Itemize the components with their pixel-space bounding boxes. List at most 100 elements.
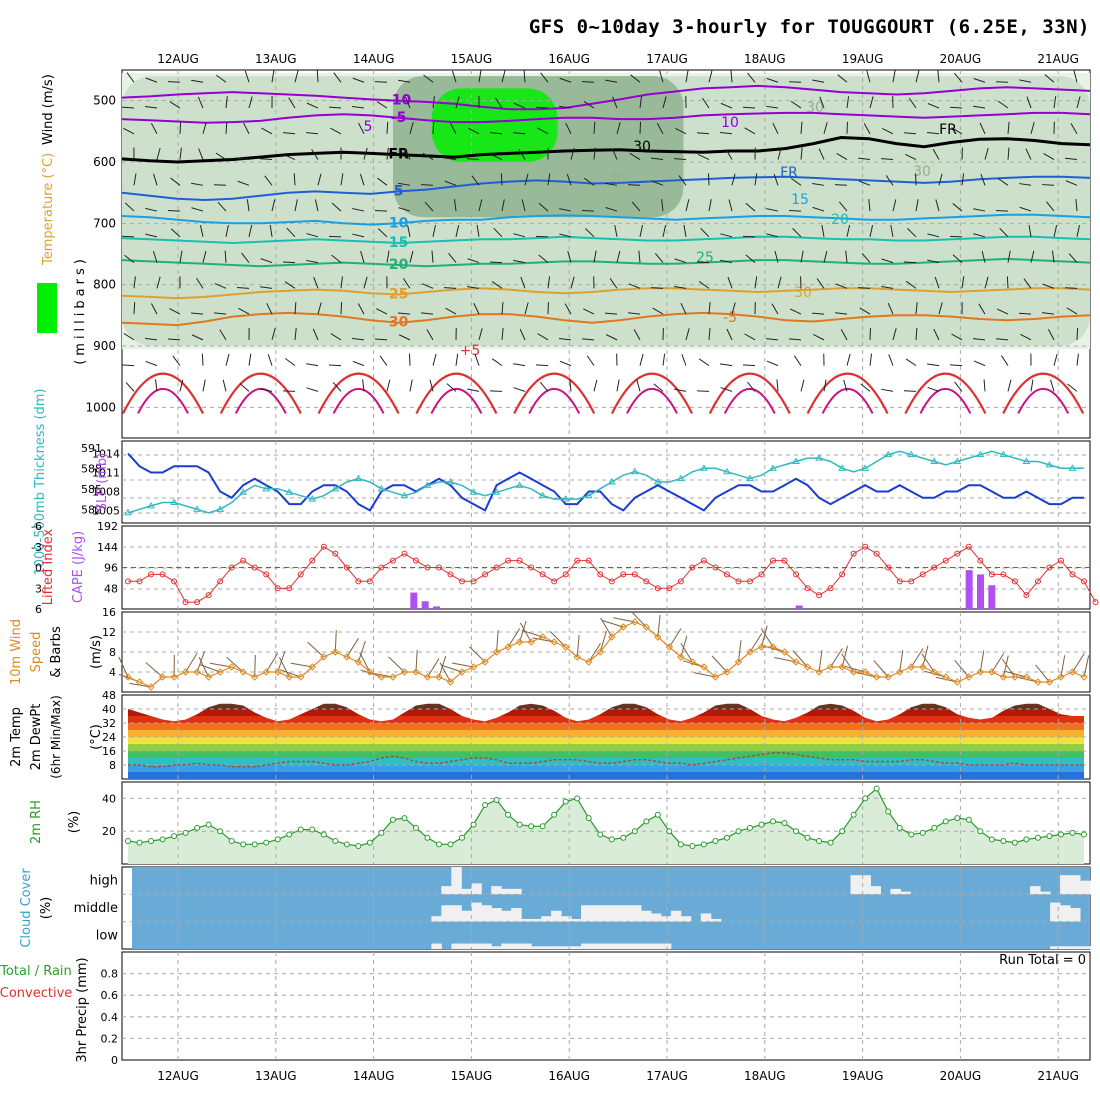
wind-barb bbox=[466, 158, 480, 161]
wind-barb bbox=[559, 360, 572, 367]
wind-barb bbox=[984, 147, 989, 160]
wind10m-barb bbox=[209, 662, 232, 668]
wind10m-point bbox=[124, 673, 132, 681]
wind-barb bbox=[312, 328, 319, 341]
thickness-marker bbox=[653, 478, 662, 485]
wind10m-point bbox=[331, 648, 340, 656]
cloud-low-cell bbox=[501, 943, 512, 949]
wind10m-barb bbox=[129, 682, 152, 688]
cloud-low-cell bbox=[1070, 946, 1081, 949]
wind-barb bbox=[214, 283, 227, 289]
isotherm-label-extra: 30 bbox=[608, 170, 626, 186]
wind-barb bbox=[311, 149, 319, 160]
cloud-high-cell bbox=[850, 875, 861, 895]
wind-barb bbox=[927, 386, 940, 392]
wind-barb bbox=[1020, 333, 1032, 341]
lifted-index-point bbox=[908, 578, 915, 585]
wind-barb bbox=[236, 287, 250, 289]
wind-barb bbox=[559, 233, 572, 238]
cape-bar bbox=[977, 574, 984, 609]
rh2m-point bbox=[378, 829, 385, 836]
wind-barb bbox=[547, 276, 551, 289]
wind-barb bbox=[1050, 379, 1055, 392]
rh2m-point bbox=[297, 826, 304, 833]
wind10m-barb bbox=[737, 640, 742, 663]
upper-legend: RH (%) Temperature (°C) Wind (m/s) bbox=[37, 74, 57, 333]
wind-barb bbox=[294, 327, 297, 340]
cloud-unit-label: (%) bbox=[39, 897, 54, 920]
wind-barb bbox=[800, 147, 803, 160]
wind-barb bbox=[363, 147, 368, 160]
cloud-middle-cell bbox=[620, 905, 632, 922]
wind10m-barb bbox=[841, 653, 855, 673]
wind-tick-8: 8 bbox=[109, 646, 116, 659]
isotherm-40-lobe bbox=[626, 387, 678, 414]
rh2m-point bbox=[1023, 836, 1030, 843]
wind-barb bbox=[1030, 122, 1035, 134]
wind-barb bbox=[892, 199, 897, 212]
wind-barb bbox=[651, 180, 664, 186]
lifted-index-point bbox=[551, 578, 558, 585]
rh2m-point bbox=[562, 798, 569, 805]
wind10m-barb bbox=[549, 630, 567, 648]
isotherm-40-lobe bbox=[919, 387, 972, 414]
wind10m-point bbox=[769, 643, 777, 651]
rh2m-point bbox=[816, 838, 823, 845]
wind-barb bbox=[609, 278, 618, 289]
wind-barb bbox=[766, 77, 779, 83]
wind-barb bbox=[720, 132, 733, 135]
rh2m-point bbox=[804, 834, 811, 841]
wind-barb bbox=[860, 383, 871, 392]
slp-left-tick-582: 582 bbox=[81, 503, 102, 516]
wind-barb bbox=[995, 209, 1009, 212]
cloud-middle-cell bbox=[1070, 908, 1081, 922]
thickness-marker bbox=[792, 457, 800, 464]
lifted-index-point bbox=[666, 585, 673, 592]
wind-barb bbox=[478, 199, 483, 212]
wind-barb bbox=[405, 96, 411, 109]
wind10m-barb bbox=[254, 654, 256, 678]
wind-barb bbox=[973, 78, 986, 83]
isotherm-35-lobe bbox=[122, 372, 204, 414]
lifted-index-point bbox=[965, 543, 972, 550]
lifted-index-point bbox=[1011, 578, 1018, 585]
wind-barb bbox=[179, 121, 182, 134]
lifted-index-point bbox=[781, 557, 788, 564]
wind-barb bbox=[238, 307, 250, 315]
wind10m-point bbox=[596, 648, 604, 656]
wind-barb bbox=[927, 363, 940, 367]
wind-barb bbox=[379, 355, 388, 366]
cloud-low-cell bbox=[660, 943, 672, 949]
rh2m-point bbox=[205, 821, 212, 828]
isotherm-15 bbox=[121, 235, 1091, 245]
wind-barb bbox=[409, 250, 414, 263]
wind10m-point bbox=[792, 658, 800, 666]
wind-barb bbox=[1076, 353, 1079, 366]
rh2m-point bbox=[677, 841, 684, 848]
wind10m-barb bbox=[279, 669, 301, 678]
wind-barb bbox=[866, 70, 871, 83]
cape-bar bbox=[965, 570, 973, 609]
wind-barb bbox=[639, 96, 642, 109]
isotherm-label-extra: +5 bbox=[460, 343, 481, 359]
wind-barb bbox=[386, 250, 390, 263]
wind10m-barb bbox=[519, 622, 532, 643]
lifted-index-point bbox=[597, 571, 604, 578]
wind-barb bbox=[747, 72, 756, 83]
wind-barb bbox=[217, 201, 227, 212]
rh2m-point bbox=[574, 795, 581, 802]
wind-barb bbox=[605, 79, 618, 83]
wind10m-point bbox=[688, 658, 697, 666]
wind-barb bbox=[938, 302, 943, 315]
wind-barb bbox=[766, 105, 779, 109]
rh2m-point bbox=[977, 828, 984, 835]
wind-barb bbox=[697, 153, 710, 160]
wind-barb bbox=[662, 96, 667, 109]
wind-barb bbox=[170, 177, 181, 186]
temp-tick-16: 16 bbox=[102, 745, 116, 758]
cloud-middle-cell bbox=[551, 910, 562, 922]
precip-tick-0.6: 0.6 bbox=[101, 989, 119, 1002]
wind-barb bbox=[224, 250, 227, 263]
x-top-tick-label-15AUG: 15AUG bbox=[451, 52, 493, 66]
rh2m-point bbox=[435, 841, 442, 848]
